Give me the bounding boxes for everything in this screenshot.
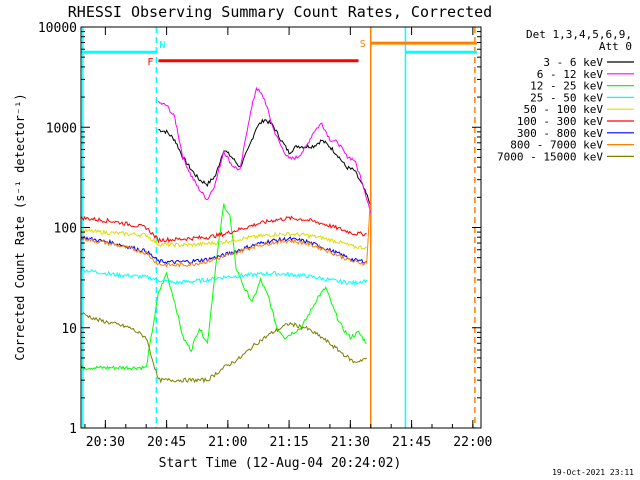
y-tick-label: 10 — [61, 322, 77, 337]
y-tick-label: 100 — [54, 222, 77, 237]
x-tick-label: 21:00 — [208, 435, 247, 450]
x-tick-label: 20:30 — [86, 435, 125, 450]
y-tick-label: 1 — [69, 422, 77, 437]
legend-header-line1: Det 1,3,4,5,6,9, — [526, 28, 632, 41]
series-line-7000-15000-kev — [80, 312, 368, 384]
series-line-6-12-kev — [157, 86, 372, 214]
series-line-12-25-kev — [80, 203, 367, 371]
footer-timestamp: 19-Oct-2021 23:11 — [552, 468, 634, 477]
series-line-100-300-kev — [80, 215, 367, 244]
legend-header-line2: Att 0 — [599, 40, 632, 53]
series-line-800-7000-kev — [80, 193, 372, 268]
plot-series — [80, 86, 372, 384]
series-line-25-50-kev — [80, 267, 368, 286]
legend-label-3-6-kev: 3 - 6 keV — [543, 56, 603, 69]
x-tick-label: 21:45 — [392, 435, 431, 450]
legend-label-300-800-kev: 300 - 800 keV — [517, 127, 603, 140]
x-tick-label: 22:00 — [453, 435, 492, 450]
y-tick-label: 1000 — [46, 121, 77, 136]
legend-label-7000-15000-kev: 7000 - 15000 keV — [497, 150, 603, 163]
legend-label-50-100-kev: 50 - 100 keV — [524, 103, 604, 116]
x-axis: 20:30 20:45 21:00 21:15 21:30 21:45 22:00 — [84, 27, 492, 450]
y-axis: 1 10 100 1000 10000 — [38, 21, 481, 437]
legend-label-800-7000-kev: 800 - 7000 keV — [510, 139, 603, 152]
x-tick-label: 21:15 — [270, 435, 309, 450]
flag-label-3: S — [360, 39, 366, 50]
series-line-50-100-kev — [80, 227, 367, 250]
y-axis-label: Corrected Count Rate (s⁻¹ detector⁻¹) — [13, 93, 27, 360]
y-tick-label: 10000 — [38, 21, 77, 36]
x-tick-label: 21:30 — [331, 435, 370, 450]
legend-label-100-300-kev: 100 - 300 keV — [517, 115, 603, 128]
x-tick-label: 20:45 — [147, 435, 186, 450]
x-axis-label: Start Time (12-Aug-04 20:24:02) — [159, 456, 402, 471]
chart-title: RHESSI Observing Summary Count Rates, Co… — [68, 3, 492, 21]
legend-label-12-25-kev: 12 - 25 keV — [530, 80, 603, 93]
legend-label-25-50-kev: 25 - 50 keV — [530, 91, 603, 104]
flag-label-2: F — [147, 57, 153, 68]
series-line-3-6-kev — [158, 118, 372, 205]
flag-label-0: N — [159, 40, 165, 51]
plot-flags: NF S — [81, 39, 477, 68]
legend-label-6-12-kev: 6 - 12 keV — [537, 68, 604, 81]
